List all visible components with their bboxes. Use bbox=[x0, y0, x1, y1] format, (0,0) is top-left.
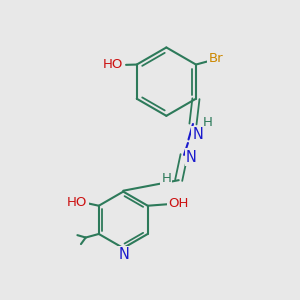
Text: HO: HO bbox=[67, 196, 87, 209]
Text: OH: OH bbox=[169, 197, 189, 210]
Text: N: N bbox=[119, 248, 130, 262]
Text: Br: Br bbox=[208, 52, 223, 65]
Text: N: N bbox=[193, 128, 203, 142]
Text: H: H bbox=[202, 116, 212, 129]
Text: N: N bbox=[186, 150, 197, 165]
Text: HO: HO bbox=[103, 58, 123, 71]
Text: H: H bbox=[161, 172, 171, 185]
